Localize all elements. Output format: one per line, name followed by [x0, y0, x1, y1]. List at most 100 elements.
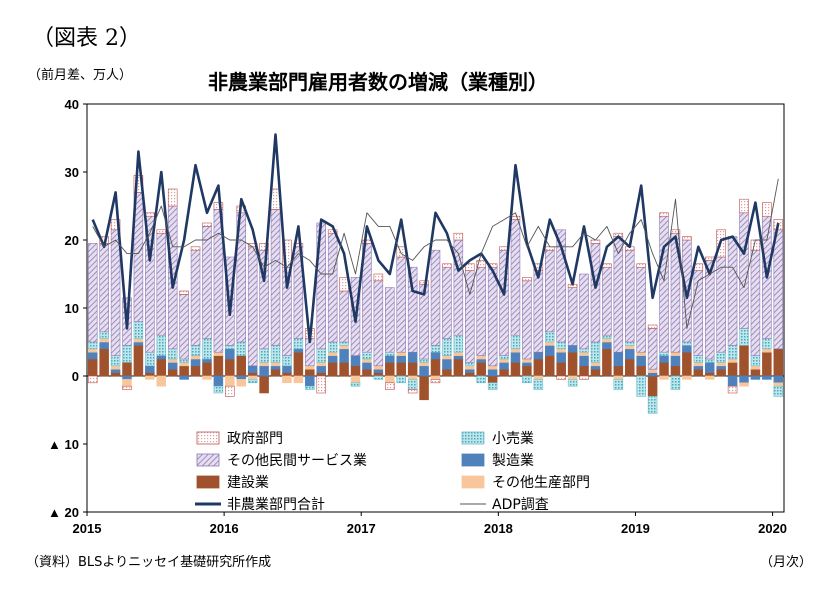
bar-segment	[305, 385, 315, 390]
bar-segment	[327, 362, 338, 377]
bar-segment	[190, 365, 201, 377]
bar-segment	[773, 375, 784, 384]
bar-segment	[579, 351, 589, 356]
bar-segment	[476, 375, 486, 384]
bar-segment	[419, 358, 429, 363]
bar-segment	[259, 362, 269, 367]
bar-segment	[282, 355, 292, 367]
bar-segment	[236, 375, 247, 380]
bar-segment	[213, 375, 224, 387]
bar-segment	[545, 249, 555, 333]
bar-segment	[225, 385, 235, 397]
legend-swatch	[196, 431, 220, 445]
legend-label: 建設業	[227, 475, 269, 491]
bar-segment	[396, 362, 406, 377]
bar-segment	[327, 232, 338, 343]
bar-segment	[727, 236, 738, 346]
bar-segment	[430, 345, 441, 353]
bar-segment	[110, 355, 121, 367]
bar-segment	[499, 355, 509, 360]
bar-series-group	[87, 175, 784, 414]
bar-segment	[590, 243, 601, 343]
legend-label: 小売業	[492, 431, 534, 447]
bar-segment	[590, 368, 601, 377]
bar-segment	[270, 209, 281, 346]
bar-segment	[545, 345, 555, 356]
bar-segment	[236, 355, 247, 377]
bar-segment	[430, 358, 441, 377]
y-tick-label: ▲ 20	[48, 505, 79, 520]
bar-segment	[259, 375, 269, 394]
bar-segment	[110, 229, 121, 356]
bar-segment	[156, 375, 167, 387]
bar-segment	[293, 375, 304, 384]
bar-segment	[270, 368, 281, 377]
bar-segment	[556, 351, 566, 363]
bar-segment	[647, 372, 658, 377]
bar-segment	[339, 348, 349, 363]
bar-segment	[716, 365, 726, 370]
bar-segment	[682, 375, 692, 380]
bar-segment	[704, 256, 715, 261]
bar-segment	[442, 266, 452, 339]
bar-segment	[773, 385, 784, 397]
bar-segment	[385, 362, 395, 377]
bar-segment	[213, 385, 224, 394]
bar-segment	[773, 348, 784, 377]
legend-label: 非農業部門合計	[227, 497, 325, 513]
bar-segment	[145, 375, 155, 380]
bar-segment	[247, 372, 258, 377]
bar-segment	[624, 249, 635, 343]
bar-segment	[179, 358, 189, 363]
bar-segment	[739, 198, 749, 214]
bar-segment	[727, 345, 738, 360]
bar-segment	[293, 348, 304, 353]
bar-segment	[259, 348, 269, 363]
bar-segment	[602, 266, 612, 336]
bar-segment	[247, 375, 258, 380]
bar-segment	[682, 345, 692, 353]
x-unit-label: （月次）	[760, 555, 813, 570]
bar-segment	[407, 266, 418, 353]
bar-segment	[350, 382, 361, 387]
bar-segment	[522, 277, 532, 282]
bar-segment	[693, 270, 704, 356]
y-tick-label: 30	[65, 165, 79, 180]
bar-segment	[442, 355, 452, 360]
bar-segment	[602, 263, 612, 268]
legend-label: 政府部門	[227, 431, 283, 447]
bar-segment	[202, 222, 212, 227]
bar-segment	[202, 375, 212, 380]
bar-segment	[682, 341, 692, 346]
y-tick-label: 0	[72, 369, 79, 384]
bar-segment	[487, 375, 498, 384]
bar-segment	[99, 331, 109, 339]
bar-segment	[373, 372, 384, 377]
bar-segment	[247, 246, 258, 367]
bar-segment	[750, 365, 761, 370]
bar-segment	[647, 328, 658, 370]
chart-title: 非農業部門雇用者数の増減（業種別）	[208, 70, 548, 94]
bar-segment	[293, 351, 304, 377]
bar-segment	[739, 212, 749, 329]
legend-swatch	[196, 453, 220, 467]
x-axis: 2015 2016 2017 2018 2019 2020	[73, 512, 787, 536]
bar-segment	[499, 358, 509, 363]
bar-segment	[396, 256, 406, 353]
bar-segment	[122, 375, 132, 380]
bar-segment	[145, 351, 155, 367]
bar-segment	[636, 375, 646, 397]
bar-segment	[225, 345, 235, 350]
bar-segment	[567, 287, 578, 346]
bar-segment	[545, 331, 555, 343]
bar-segment	[179, 362, 189, 367]
bar-segment	[510, 351, 521, 363]
bar-segment	[350, 355, 361, 367]
bar-segment	[476, 260, 486, 268]
bar-segment	[236, 341, 247, 356]
bar-segment	[659, 362, 669, 377]
bar-segment	[602, 334, 612, 339]
bar-segment	[533, 351, 544, 360]
bar-segment	[99, 243, 109, 333]
